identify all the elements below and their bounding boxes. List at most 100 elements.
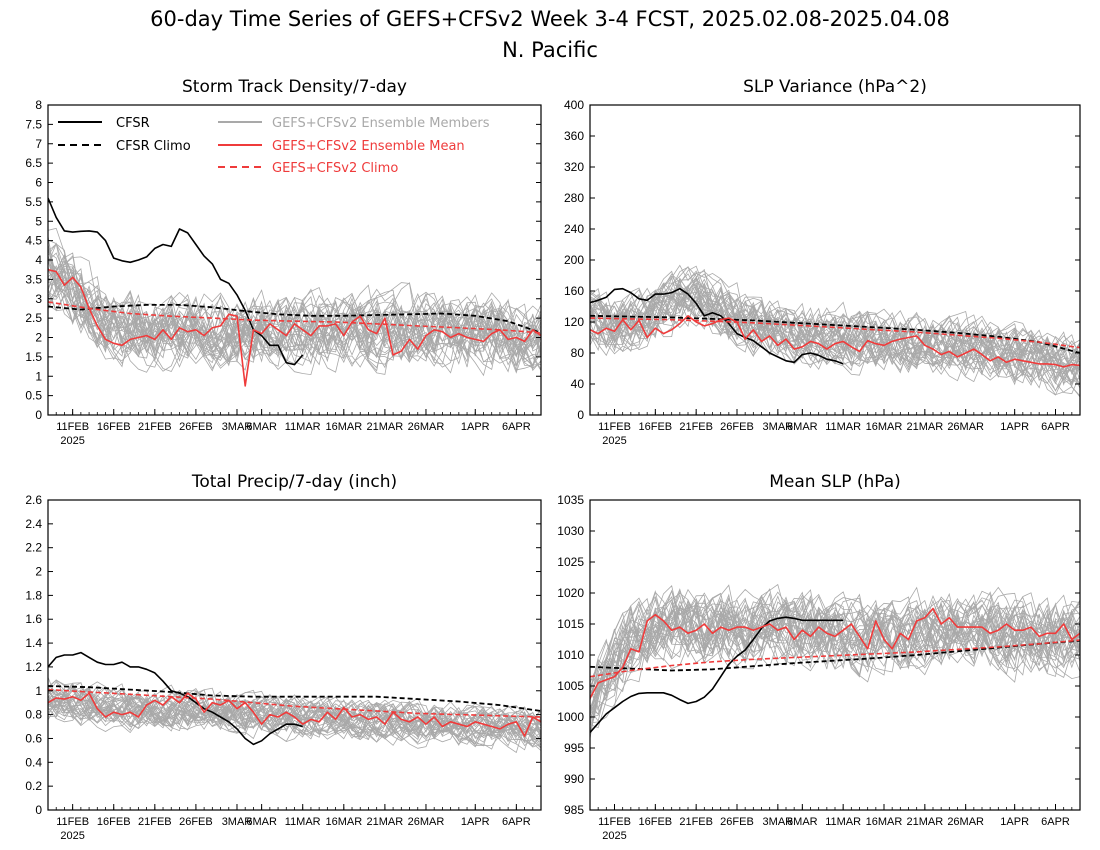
y-tick-label: 1.6 <box>25 612 42 626</box>
ensemble-member-line <box>590 586 1080 722</box>
ensemble-member-line <box>48 686 541 747</box>
x-tick-label: 16FEB <box>639 421 673 433</box>
y-tick-label: 995 <box>564 741 584 755</box>
y-tick-label: 320 <box>564 160 584 174</box>
y-tick-label: 2.4 <box>25 517 42 531</box>
ensemble-member-line <box>48 247 541 373</box>
ensemble-member-line <box>590 278 1080 395</box>
legend-label-ens-mean: GEFS+CFSv2 Ensemble Mean <box>272 139 465 154</box>
cfsr-line <box>590 287 844 365</box>
ensemble-member-line <box>48 272 541 370</box>
y-tick-label: 3 <box>35 292 42 306</box>
x-tick-label: 26FEB <box>179 421 213 433</box>
gefs-climo-line <box>48 301 541 334</box>
x-tick-label: 26FEB <box>720 816 754 828</box>
y-tick-label: 0 <box>35 408 42 422</box>
figure-subtitle: N. Pacific <box>502 38 598 62</box>
y-tick-label: 160 <box>564 284 584 298</box>
x-tick-label: 21MAR <box>367 421 404 433</box>
legend-label-cfsr: CFSR <box>116 116 150 131</box>
ensemble-members <box>590 264 1080 398</box>
ensemble-member-line <box>590 588 1080 692</box>
x-tick-label: 21FEB <box>138 421 172 433</box>
y-tick-label: 240 <box>564 222 584 236</box>
y-tick-label: 1015 <box>557 617 584 631</box>
plot-area <box>48 651 541 754</box>
x-tick-label: 6APR <box>1041 421 1070 433</box>
y-tick-label: 2.5 <box>25 311 42 325</box>
y-tick-label: 120 <box>564 315 584 329</box>
y-tick-label: 1010 <box>557 648 584 662</box>
x-tick-label: 3MAR <box>222 421 253 433</box>
x-tick-label: 1APR <box>1000 421 1029 433</box>
x-tick-label: 11MAR <box>285 421 321 433</box>
ensemble-member-line <box>590 270 1080 375</box>
ens-mean-line <box>48 692 541 737</box>
panel-title: Total Precip/7-day (inch) <box>191 472 397 492</box>
y-tick-label: 1020 <box>557 586 584 600</box>
x-tick-label: 16MAR <box>866 421 903 433</box>
cfsr-climo-line <box>48 303 541 334</box>
cfsr-line <box>48 651 303 746</box>
ensemble-member-line <box>590 291 1080 378</box>
ensemble-member-line <box>590 271 1080 398</box>
ensemble-member-line <box>590 273 1080 382</box>
y-tick-label: 2 <box>35 331 42 345</box>
ens-mean-line <box>48 268 541 387</box>
cfsr-climo-line <box>590 314 1080 354</box>
x-tick-label: 16FEB <box>97 421 131 433</box>
panel-title: Mean SLP (hPa) <box>769 472 901 492</box>
x-tick-label: 6APR <box>502 816 531 828</box>
x-year-label: 2025 <box>602 435 626 447</box>
y-tick-label: 4.5 <box>25 234 42 248</box>
ensemble-member-line <box>48 681 541 743</box>
y-tick-label: 1035 <box>557 493 584 507</box>
x-tick-label: 6MAR <box>246 816 277 828</box>
x-tick-label: 26MAR <box>947 816 984 828</box>
ensemble-members <box>48 227 541 377</box>
y-tick-label: 0.6 <box>25 731 42 745</box>
ensemble-member-line <box>590 589 1080 686</box>
ensemble-member-line <box>590 593 1080 709</box>
y-tick-label: 5.5 <box>25 195 42 209</box>
y-tick-label: 360 <box>564 129 584 143</box>
panel-total-precip: Total Precip/7-day (inch)00.20.40.60.811… <box>25 472 542 842</box>
ensemble-member-line <box>48 254 541 362</box>
y-tick-label: 0 <box>35 803 42 817</box>
x-tick-label: 21FEB <box>138 816 172 828</box>
panel-mean-slp: Mean SLP (hPa) 985 990 995 1000 1005 1010 1015 1… <box>557 472 1081 842</box>
x-tick-label: 11MAR <box>825 421 861 433</box>
ensemble-member-line <box>590 276 1080 385</box>
x-tick-label: 26MAR <box>947 421 984 433</box>
legend-label-cfsr-climo: CFSR Climo <box>116 139 191 154</box>
x-tick-label: 11MAR <box>825 816 861 828</box>
y-tick-label: 200 <box>564 253 584 267</box>
y-tick-label: 4 <box>35 253 42 267</box>
plot-area <box>590 583 1080 739</box>
x-tick-label: 1APR <box>461 421 490 433</box>
legend-label-members: GEFS+CFSv2 Ensemble Members <box>272 116 490 131</box>
ensemble-member-line <box>590 591 1080 702</box>
x-year-label: 2025 <box>60 435 84 447</box>
panel-storm-track-density: Storm Track Density/7-day 0 0.5 1 1.5 2 2.5 3 3.… <box>25 77 542 447</box>
y-tick-label: 7.5 <box>25 117 42 131</box>
x-tick-label: 16FEB <box>639 816 673 828</box>
ensemble-members <box>590 583 1080 739</box>
x-tick-label: 11FEB <box>56 816 89 828</box>
x-tick-label: 6MAR <box>787 816 818 828</box>
x-tick-label: 21FEB <box>679 421 713 433</box>
x-tick-label: 3MAR <box>222 816 253 828</box>
x-tick-label: 26FEB <box>179 816 213 828</box>
y-tick-label: 1.5 <box>25 350 42 364</box>
x-tick-label: 6APR <box>1041 816 1070 828</box>
plot-area <box>48 197 541 387</box>
x-tick-label: 16FEB <box>97 816 131 828</box>
y-tick-label: 2.6 <box>25 493 42 507</box>
y-tick-label: 0.5 <box>25 389 42 403</box>
x-year-label: 2025 <box>60 830 84 842</box>
ensemble-member-line <box>590 265 1080 382</box>
y-tick-label: 1025 <box>557 555 584 569</box>
y-tick-label: 1000 <box>557 710 584 724</box>
x-tick-label: 11FEB <box>598 421 631 433</box>
